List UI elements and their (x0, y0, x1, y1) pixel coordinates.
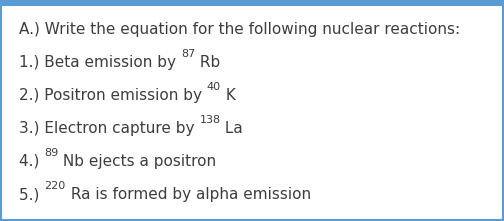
Text: 4.): 4.) (19, 154, 44, 169)
Text: 1.) Beta emission by: 1.) Beta emission by (19, 55, 181, 70)
Text: La: La (221, 121, 243, 136)
Text: Nb ejects a positron: Nb ejects a positron (58, 154, 217, 169)
Text: 87: 87 (181, 49, 195, 59)
Text: 3.) Electron capture by: 3.) Electron capture by (19, 121, 200, 136)
Text: 220: 220 (44, 181, 66, 191)
Text: A.) Write the equation for the following nuclear reactions:: A.) Write the equation for the following… (19, 22, 460, 37)
Text: Ra is formed by alpha emission: Ra is formed by alpha emission (66, 187, 310, 202)
Text: K: K (221, 88, 236, 103)
Text: 89: 89 (44, 148, 58, 158)
Text: 2.) Positron emission by: 2.) Positron emission by (19, 88, 207, 103)
Text: 138: 138 (200, 115, 221, 125)
Bar (1, 1, 503, 6)
Text: 40: 40 (207, 82, 221, 92)
Text: 5.): 5.) (19, 187, 44, 202)
Text: Rb: Rb (195, 55, 220, 70)
